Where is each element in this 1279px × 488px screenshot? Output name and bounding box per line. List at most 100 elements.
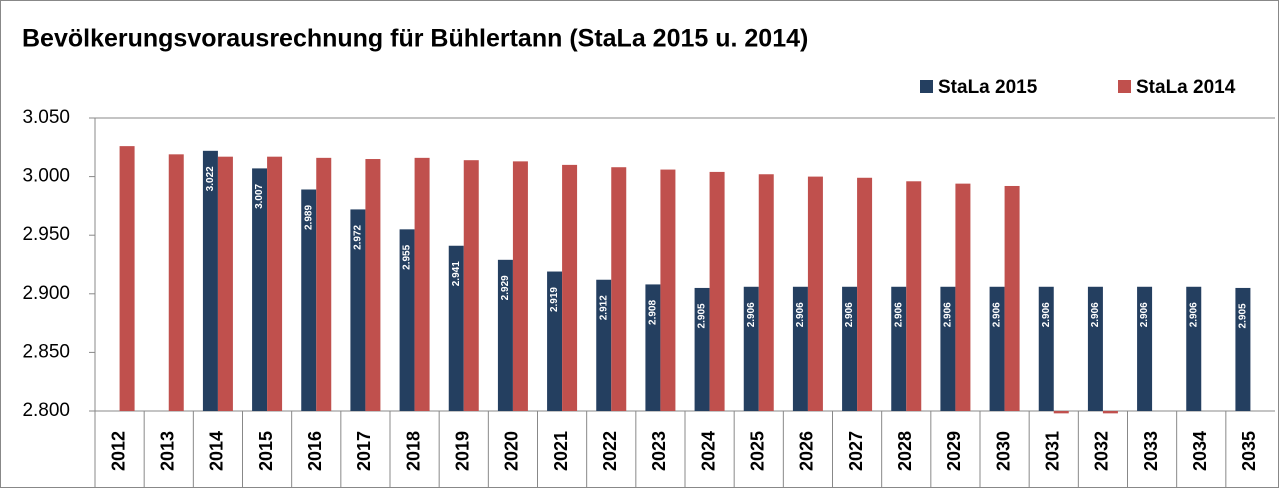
bar: [547, 271, 563, 411]
legend-label: StaLa 2015: [938, 77, 1038, 98]
bar: [1053, 411, 1069, 414]
data-label: 2.941: [451, 261, 462, 286]
data-label: 2.989: [303, 205, 314, 230]
bar: [1102, 411, 1118, 414]
bar: [497, 259, 513, 411]
x-tick-label: 2025: [748, 431, 768, 471]
data-label: 2.972: [353, 224, 364, 249]
data-label: 2.908: [648, 299, 659, 324]
bar: [891, 286, 907, 411]
bar: [1137, 286, 1153, 411]
bar: [512, 161, 528, 411]
y-tick-label: 2.950: [22, 224, 70, 245]
bar: [316, 157, 332, 411]
chart-title: Bevölkerungsvorausrechnung für Bühlertan…: [22, 25, 808, 53]
bar: [1235, 287, 1251, 411]
y-tick-label: 2.850: [22, 341, 70, 362]
bar: [611, 167, 627, 411]
bar: [562, 164, 578, 411]
y-tick-label: 2.900: [22, 283, 70, 304]
x-tick-label: 2012: [108, 431, 128, 471]
bar: [989, 286, 1005, 411]
bar: [301, 189, 317, 411]
bar: [217, 156, 233, 411]
bar: [940, 286, 956, 411]
data-label: 2.906: [1188, 302, 1199, 327]
x-tick-label: 2028: [895, 431, 915, 471]
x-tick-label: 2017: [354, 431, 374, 471]
x-tick-label: 2015: [256, 431, 276, 471]
data-label: 3.022: [205, 166, 216, 191]
bar: [743, 286, 759, 411]
x-tick-label: 2031: [1043, 431, 1063, 471]
bar: [842, 286, 858, 411]
data-label: 2.906: [844, 302, 855, 327]
x-tick-label: 2019: [453, 431, 473, 471]
data-label: 2.906: [992, 302, 1003, 327]
bar: [1186, 286, 1202, 411]
data-label: 2.912: [598, 295, 609, 320]
x-tick-label: 2034: [1190, 431, 1210, 471]
bar: [906, 181, 922, 411]
x-tick-label: 2027: [846, 431, 866, 471]
bar: [955, 183, 971, 411]
bar: [660, 169, 676, 411]
y-tick-label: 3.000: [22, 166, 70, 187]
data-label: 2.906: [943, 302, 954, 327]
x-tick-label: 2021: [551, 431, 571, 471]
data-label: 2.905: [697, 303, 708, 328]
data-label: 2.906: [893, 302, 904, 327]
bar: [645, 284, 661, 411]
x-tick-label: 2020: [502, 431, 522, 471]
data-label: 2.906: [1041, 302, 1052, 327]
bar: [463, 160, 479, 411]
bar: [252, 168, 268, 411]
data-label: 2.929: [500, 275, 511, 300]
x-tick-label: 2023: [649, 431, 669, 471]
x-tick-label: 2026: [797, 431, 817, 471]
bar: [1004, 185, 1020, 411]
x-tick-label: 2029: [944, 431, 964, 471]
bar: [119, 146, 135, 412]
x-tick-label: 2033: [1141, 431, 1161, 471]
data-label: 2.906: [746, 302, 757, 327]
x-tick-label: 2032: [1092, 431, 1112, 471]
data-label: 2.906: [1090, 302, 1101, 327]
x-tick-label: 2035: [1239, 431, 1259, 471]
legend-swatch: [1118, 80, 1131, 93]
data-label: 2.919: [549, 287, 560, 312]
bar: [202, 150, 218, 412]
x-tick-label: 2022: [600, 431, 620, 471]
x-tick-label: 2013: [158, 431, 178, 471]
x-tick-label: 2014: [207, 431, 227, 471]
data-label: 2.955: [402, 244, 413, 269]
bar: [399, 229, 415, 411]
y-tick-label: 2.800: [22, 400, 70, 421]
legend-swatch: [920, 80, 933, 93]
bar: [857, 177, 873, 411]
bar: [694, 287, 710, 411]
bar: [350, 209, 366, 411]
data-label: 2.906: [795, 302, 806, 327]
x-tick-label: 2016: [305, 431, 325, 471]
bar: [807, 176, 823, 411]
legend-label: StaLa 2014: [1136, 77, 1236, 98]
y-tick-label: 3.050: [22, 107, 70, 128]
bar: [1038, 286, 1054, 411]
x-tick-label: 2030: [993, 431, 1013, 471]
bar: [1087, 286, 1103, 411]
bar: [792, 286, 808, 411]
bar: [448, 245, 464, 411]
bar: [758, 174, 774, 411]
x-tick-label: 2018: [403, 431, 423, 471]
data-label: 2.906: [1139, 302, 1150, 327]
bar: [365, 159, 381, 411]
bar: [709, 171, 725, 411]
bar: [168, 154, 184, 411]
data-label: 3.007: [254, 183, 265, 208]
bar: [596, 279, 612, 411]
x-tick-label: 2024: [698, 431, 718, 471]
bar: [414, 157, 430, 411]
